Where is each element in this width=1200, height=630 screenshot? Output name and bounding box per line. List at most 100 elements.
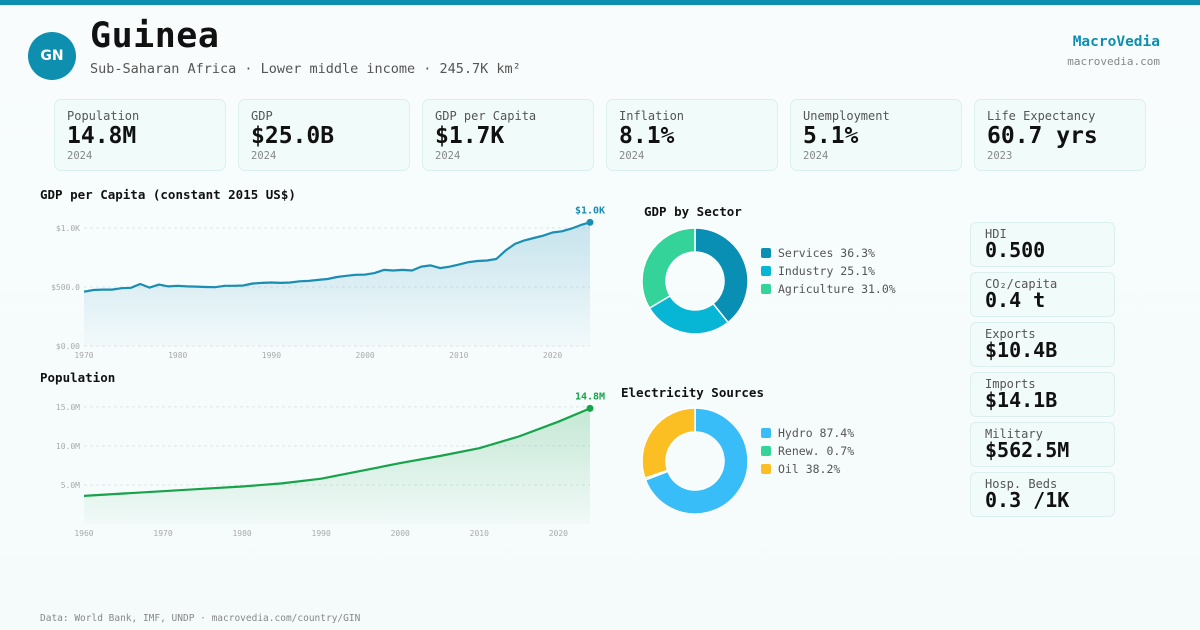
side-card-exports: Exports $10.4B [970,322,1115,367]
legend-swatch [761,266,771,276]
legend-swatch [761,464,771,474]
population-chart-title: Population [40,370,116,385]
stat-value: 5.1% [803,123,859,149]
side-stat-label: Exports [985,327,1036,341]
series-area [84,408,590,524]
x-tick-label: 1990 [262,351,281,360]
donut-slice-oil [641,407,696,480]
stat-value: 60.7 yrs [987,123,1098,149]
legend-label: Oil 38.2% [778,462,841,476]
brand-url[interactable]: macrovedia.com [1067,55,1160,68]
x-tick-label: 2020 [543,351,562,360]
side-stat-label: Military [985,427,1043,441]
stat-card-gdp: GDP $25.0B 2024 [238,99,410,171]
gdp-by-sector-donut [641,227,749,335]
donut-slice-hydro [644,407,749,515]
electricity-sources-donut [641,407,749,515]
y-tick-label: $0.00 [56,342,80,351]
series-area [84,222,590,346]
stat-value: 14.8M [67,123,137,149]
y-tick-label: 5.0M [61,481,80,490]
last-value-label: $1.0K [575,205,605,216]
stat-label: Population [67,109,140,123]
stat-value: 8.1% [619,123,675,149]
country-subtitle: Sub-Saharan Africa · Lower middle income… [90,61,521,77]
legend-label: Agriculture 31.0% [778,282,896,296]
side-stat-label: Hosp. Beds [985,477,1058,491]
y-tick-label: 15.0M [56,403,80,412]
y-tick-label: $500.0 [51,283,80,292]
stat-card-population: Population 14.8M 2024 [54,99,226,171]
side-card-imports: Imports $14.1B [970,372,1115,417]
stat-label: Inflation [619,109,685,123]
legend-item-agriculture: Agriculture 31.0% [761,280,896,298]
stat-card-unemployment: Unemployment 5.1% 2024 [790,99,962,171]
x-tick-label: 1980 [232,529,251,538]
legend-label: Renew. 0.7% [778,444,855,458]
stat-label: Life Expectancy [987,109,1096,123]
legend-item-renewables: Renew. 0.7% [761,442,854,460]
last-value-label: 14.8M [575,391,605,402]
side-stat-value: $562.5M [985,438,1070,462]
legend-label: Industry 25.1% [778,264,875,278]
side-stat-value: 0.500 [985,238,1046,262]
side-stat-value: $10.4B [985,338,1058,362]
x-tick-label: 1990 [312,529,331,538]
electricity-sources-legend: Hydro 87.4% Renew. 0.7% Oil 38.2% [761,424,854,478]
data-source-footer[interactable]: Data: World Bank, IMF, UNDP · macrovedia… [40,613,361,624]
legend-swatch [761,446,771,456]
top-accent-bar [0,0,1200,5]
gdp-by-sector-title: GDP by Sector [644,204,742,219]
x-tick-label: 1970 [74,351,93,360]
side-card-hdi: HDI 0.500 [970,222,1115,267]
stat-value: $25.0B [251,123,335,149]
legend-label: Hydro 87.4% [778,426,855,440]
legend-swatch [761,284,771,294]
x-tick-label: 1960 [74,529,93,538]
donut-slice-agriculture [641,227,696,310]
page-title: Guinea [90,16,220,56]
last-point-marker [586,218,594,226]
x-tick-label: 2010 [449,351,468,360]
legend-item-hydro: Hydro 87.4% [761,424,854,442]
brand-name[interactable]: MacroVedia [1072,34,1160,50]
stat-cards: Population 14.8M 2024 GDP $25.0B 2024 GD… [54,99,1146,171]
stat-year: 2024 [619,150,645,162]
stat-label: GDP [251,109,273,123]
population-chart: 5.0M 10.0M 15.0M 1960 1970 1980 1990 2000 2010 20… [56,391,605,538]
side-stat-value: 0.4 t [985,288,1046,312]
gdp-per-capita-chart-title: GDP per Capita (constant 2015 US$) [40,187,296,202]
stat-card-inflation: Inflation 8.1% 2024 [606,99,778,171]
last-point-marker [586,404,594,412]
legend-item-industry: Industry 25.1% [761,262,896,280]
side-stat-value: 0.3 /1K [985,488,1070,512]
legend-item-oil: Oil 38.2% [761,460,854,478]
legend-item-services: Services 36.3% [761,244,896,262]
y-tick-label: 10.0M [56,442,80,451]
stat-value: $1.7K [435,123,505,149]
stat-year: 2023 [987,150,1013,162]
x-tick-label: 2000 [355,351,374,360]
country-code-badge: GN [28,32,76,80]
series-line [83,407,591,497]
stat-year: 2024 [435,150,461,162]
side-card-co2: CO₂/capita 0.4 t [970,272,1115,317]
x-tick-label: 1980 [168,351,187,360]
stat-label: GDP per Capita [435,109,537,123]
legend-swatch [761,248,771,258]
stat-year: 2024 [67,150,93,162]
side-card-military: Military $562.5M [970,422,1115,467]
side-stat-value: $14.1B [985,388,1058,412]
x-tick-label: 2000 [391,529,410,538]
legend-label: Services 36.3% [778,246,875,260]
x-tick-label: 2010 [470,529,489,538]
side-stat-label: HDI [985,227,1007,241]
series-line [83,221,591,293]
y-tick-label: $1.0K [56,224,80,233]
gdp-per-capita-chart: $0.00 $500.0 $1.0K 1970 1980 1990 2000 2010 2020… [51,205,605,360]
side-stat-label: Imports [985,377,1036,391]
stat-year: 2024 [251,150,277,162]
donut-slice-services [694,227,749,324]
x-tick-label: 2020 [549,529,568,538]
stat-card-gdp-per-capita: GDP per Capita $1.7K 2024 [422,99,594,171]
